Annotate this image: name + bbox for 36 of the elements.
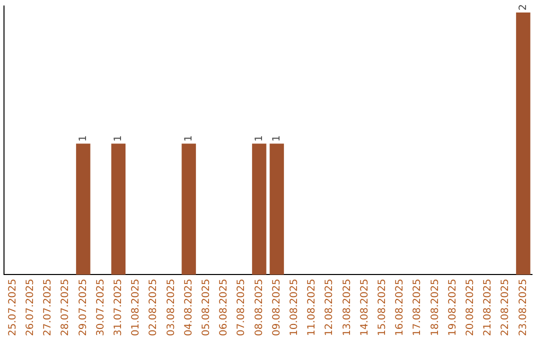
x-tick-label: 13.08.2025 [342, 278, 353, 336]
x-tick-label: 16.08.2025 [394, 278, 406, 336]
x-tick-label: 30.07.2025 [95, 278, 106, 336]
x-tick-label: 06.08.2025 [218, 278, 230, 336]
x-tick-label: 01.08.2025 [130, 278, 142, 336]
x-tick-label: 27.07.2025 [42, 278, 54, 336]
x-tick-label: 05.08.2025 [200, 278, 212, 336]
x-tick-label: 09.08.2025 [271, 278, 282, 336]
data-label: 1 [271, 135, 282, 142]
x-tick-label: 14.08.2025 [359, 278, 370, 336]
data-label: 1 [183, 135, 194, 142]
x-tick-label: 28.07.2025 [60, 278, 72, 336]
x-tick-label: 15.08.2025 [376, 278, 388, 336]
x-tick-label: 02.08.2025 [148, 278, 160, 336]
x-tick-label: 10.08.2025 [288, 278, 300, 336]
x-tick-label: 20.08.2025 [464, 278, 476, 336]
x-tick-label: 11.08.2025 [306, 278, 318, 336]
data-label: 1 [112, 135, 124, 142]
x-tick-label: 12.08.2025 [324, 278, 336, 336]
x-tick-label: 19.08.2025 [447, 278, 458, 336]
x-tick-label: 31.07.2025 [112, 278, 124, 336]
x-tick-label: 17.08.2025 [412, 278, 424, 336]
x-tick-label: 03.08.2025 [166, 278, 177, 336]
x-tick-label: 22.08.2025 [500, 278, 512, 336]
x-tick-label: 21.08.2025 [482, 278, 494, 336]
x-tick-label: 04.08.2025 [183, 278, 194, 336]
x-tick-label: 18.08.2025 [430, 278, 441, 336]
x-tick-label: 26.07.2025 [24, 278, 36, 336]
data-label: 1 [254, 135, 265, 142]
x-tick-label: 23.08.2025 [518, 278, 529, 336]
x-tick-label: 08.08.2025 [254, 278, 265, 336]
data-label: 2 [518, 4, 529, 11]
x-tick-label: 07.08.2025 [236, 278, 248, 336]
data-label: 1 [78, 135, 89, 142]
x-tick-label: 29.07.2025 [78, 278, 89, 336]
x-tick-label: 25.07.2025 [7, 278, 18, 336]
